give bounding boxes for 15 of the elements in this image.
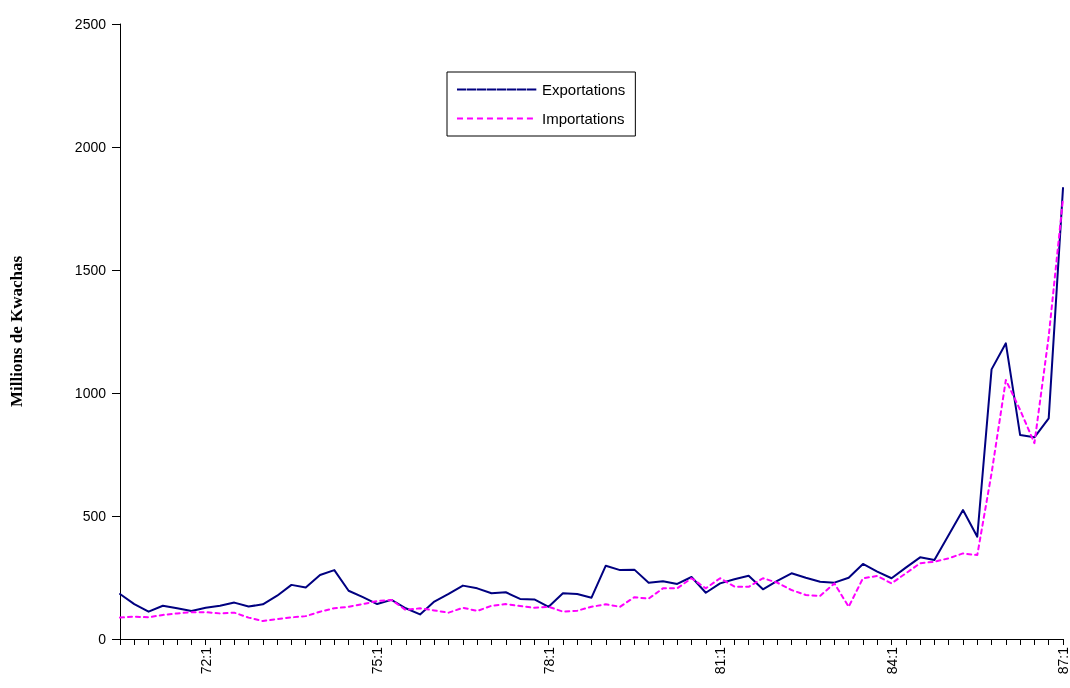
x-tick-label: 87:1 [1055, 646, 1070, 675]
y-tick-label: 1000 [74, 385, 107, 401]
x-tick-label: 84:1 [883, 646, 900, 675]
y-tick-label: 0 [98, 631, 107, 647]
y-tick-label: 2500 [74, 16, 107, 32]
y-axis-title: Millions de Kwachas [7, 255, 26, 408]
x-tick-label: 78:1 [540, 646, 557, 675]
legend-label: Importations [541, 110, 625, 127]
y-tick-label: 500 [82, 508, 107, 524]
y-tick-label: 1500 [74, 262, 107, 278]
legend-label: Exportations [541, 81, 626, 98]
x-tick-label: 72:1 [197, 646, 214, 675]
x-tick-label: 75:1 [369, 646, 386, 675]
y-tick-label: 2000 [74, 139, 107, 155]
x-tick-label: 81:1 [712, 646, 729, 675]
